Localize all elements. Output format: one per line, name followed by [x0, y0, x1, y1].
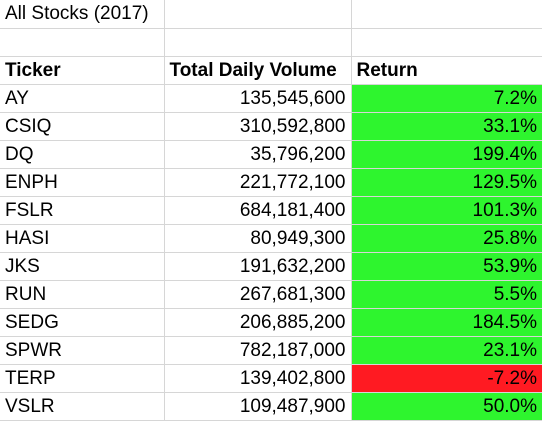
- ticker-cell[interactable]: SEDG: [0, 308, 165, 337]
- empty-cell[interactable]: [164, 28, 352, 57]
- return-cell[interactable]: 23.1%: [351, 336, 542, 365]
- return-cell[interactable]: 5.5%: [351, 280, 542, 309]
- return-cell[interactable]: 129.5%: [351, 168, 542, 197]
- volume-cell[interactable]: 206,885,200: [164, 308, 352, 337]
- volume-cell[interactable]: 139,402,800: [164, 364, 352, 393]
- table-row: AY 135,545,600 7.2%: [0, 84, 542, 113]
- empty-cell[interactable]: [351, 28, 542, 57]
- volume-cell[interactable]: 135,545,600: [164, 84, 352, 113]
- volume-cell[interactable]: 221,772,100: [164, 168, 352, 197]
- volume-cell[interactable]: 267,681,300: [164, 280, 352, 309]
- header-return-cell[interactable]: Return: [351, 56, 542, 85]
- ticker-cell[interactable]: DQ: [0, 140, 165, 169]
- title-row: All Stocks (2017): [0, 0, 542, 29]
- ticker-cell[interactable]: VSLR: [0, 392, 165, 421]
- return-cell[interactable]: 101.3%: [351, 196, 542, 225]
- ticker-cell[interactable]: RUN: [0, 280, 165, 309]
- return-cell[interactable]: 25.8%: [351, 224, 542, 253]
- volume-cell[interactable]: 684,181,400: [164, 196, 352, 225]
- empty-cell[interactable]: [0, 28, 165, 57]
- return-cell[interactable]: 7.2%: [351, 84, 542, 113]
- return-cell[interactable]: 53.9%: [351, 252, 542, 281]
- sheet-body: All Stocks (2017) Ticker Total Daily Vol…: [0, 0, 542, 421]
- table-row: TERP 139,402,800 -7.2%: [0, 364, 542, 393]
- ticker-cell[interactable]: AY: [0, 84, 165, 113]
- header-ticker-cell[interactable]: Ticker: [0, 56, 165, 85]
- header-row: Ticker Total Daily Volume Return: [0, 56, 542, 85]
- table-row: FSLR 684,181,400 101.3%: [0, 196, 542, 225]
- volume-cell[interactable]: 191,632,200: [164, 252, 352, 281]
- header-volume-cell[interactable]: Total Daily Volume: [164, 56, 352, 85]
- return-cell[interactable]: 199.4%: [351, 140, 542, 169]
- return-cell[interactable]: 184.5%: [351, 308, 542, 337]
- spreadsheet-grid: All Stocks (2017) Ticker Total Daily Vol…: [0, 0, 542, 421]
- ticker-cell[interactable]: SPWR: [0, 336, 165, 365]
- volume-cell[interactable]: 35,796,200: [164, 140, 352, 169]
- table-row: VSLR 109,487,900 50.0%: [0, 392, 542, 421]
- return-cell[interactable]: -7.2%: [351, 364, 542, 393]
- ticker-cell[interactable]: ENPH: [0, 168, 165, 197]
- ticker-cell[interactable]: JKS: [0, 252, 165, 281]
- ticker-cell[interactable]: HASI: [0, 224, 165, 253]
- ticker-cell[interactable]: TERP: [0, 364, 165, 393]
- ticker-cell[interactable]: FSLR: [0, 196, 165, 225]
- table-row: SPWR 782,187,000 23.1%: [0, 336, 542, 365]
- volume-cell[interactable]: 310,592,800: [164, 112, 352, 141]
- ticker-cell[interactable]: CSIQ: [0, 112, 165, 141]
- sheet-title-cell[interactable]: All Stocks (2017): [0, 0, 165, 29]
- volume-cell[interactable]: 109,487,900: [164, 392, 352, 421]
- volume-cell[interactable]: 80,949,300: [164, 224, 352, 253]
- table-row: ENPH 221,772,100 129.5%: [0, 168, 542, 197]
- table-row: SEDG 206,885,200 184.5%: [0, 308, 542, 337]
- table-row: DQ 35,796,200 199.4%: [0, 140, 542, 169]
- return-cell[interactable]: 50.0%: [351, 392, 542, 421]
- table-row: HASI 80,949,300 25.8%: [0, 224, 542, 253]
- table-row: RUN 267,681,300 5.5%: [0, 280, 542, 309]
- table-row: JKS 191,632,200 53.9%: [0, 252, 542, 281]
- blank-row: [0, 28, 542, 57]
- return-cell[interactable]: 33.1%: [351, 112, 542, 141]
- table-row: CSIQ 310,592,800 33.1%: [0, 112, 542, 141]
- empty-cell[interactable]: [351, 0, 542, 29]
- empty-cell[interactable]: [164, 0, 352, 29]
- volume-cell[interactable]: 782,187,000: [164, 336, 352, 365]
